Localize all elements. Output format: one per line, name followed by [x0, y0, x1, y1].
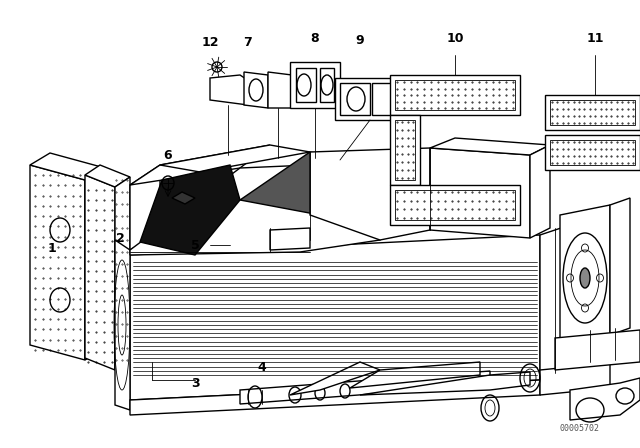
Polygon shape: [360, 372, 530, 395]
Polygon shape: [296, 68, 316, 102]
Polygon shape: [430, 148, 530, 238]
Text: 1: 1: [47, 241, 56, 254]
Text: 8: 8: [310, 31, 319, 44]
Polygon shape: [244, 72, 268, 108]
Text: 00005702: 00005702: [560, 423, 600, 432]
Polygon shape: [30, 165, 85, 360]
Polygon shape: [115, 177, 130, 370]
Polygon shape: [320, 68, 334, 102]
Ellipse shape: [580, 268, 590, 288]
Polygon shape: [140, 165, 240, 255]
Polygon shape: [340, 83, 370, 115]
Polygon shape: [610, 198, 630, 335]
Polygon shape: [85, 168, 105, 360]
Polygon shape: [540, 225, 570, 380]
Polygon shape: [530, 145, 550, 238]
Text: 6: 6: [164, 148, 172, 161]
Polygon shape: [560, 205, 610, 345]
Polygon shape: [350, 362, 480, 388]
Polygon shape: [85, 165, 130, 187]
Text: 7: 7: [244, 35, 252, 48]
Text: 12: 12: [201, 35, 219, 48]
Polygon shape: [540, 363, 610, 395]
Polygon shape: [240, 371, 490, 404]
Polygon shape: [130, 145, 270, 185]
Polygon shape: [335, 78, 400, 120]
Polygon shape: [130, 235, 540, 400]
Polygon shape: [268, 72, 305, 108]
Text: 2: 2: [116, 232, 124, 245]
Text: 10: 10: [446, 31, 464, 44]
Polygon shape: [270, 228, 310, 250]
Polygon shape: [390, 115, 420, 185]
Polygon shape: [545, 135, 640, 170]
Polygon shape: [545, 95, 640, 130]
Polygon shape: [130, 162, 380, 255]
Polygon shape: [390, 185, 520, 225]
Polygon shape: [310, 148, 430, 240]
Polygon shape: [210, 75, 255, 105]
Polygon shape: [115, 240, 130, 410]
Polygon shape: [395, 88, 425, 103]
Polygon shape: [130, 380, 540, 415]
Polygon shape: [85, 175, 115, 370]
Polygon shape: [160, 145, 310, 172]
Polygon shape: [30, 153, 105, 180]
Polygon shape: [570, 378, 640, 420]
Polygon shape: [130, 165, 160, 250]
Polygon shape: [390, 75, 520, 115]
Polygon shape: [290, 362, 380, 395]
Polygon shape: [430, 138, 550, 155]
Polygon shape: [555, 330, 640, 370]
Text: 11: 11: [586, 31, 604, 44]
Text: 9: 9: [356, 34, 364, 47]
Text: 5: 5: [191, 238, 200, 251]
Polygon shape: [240, 152, 350, 215]
Text: 3: 3: [192, 376, 200, 389]
Polygon shape: [172, 192, 195, 204]
Polygon shape: [372, 83, 395, 115]
Text: 4: 4: [258, 361, 266, 374]
Polygon shape: [290, 62, 340, 108]
